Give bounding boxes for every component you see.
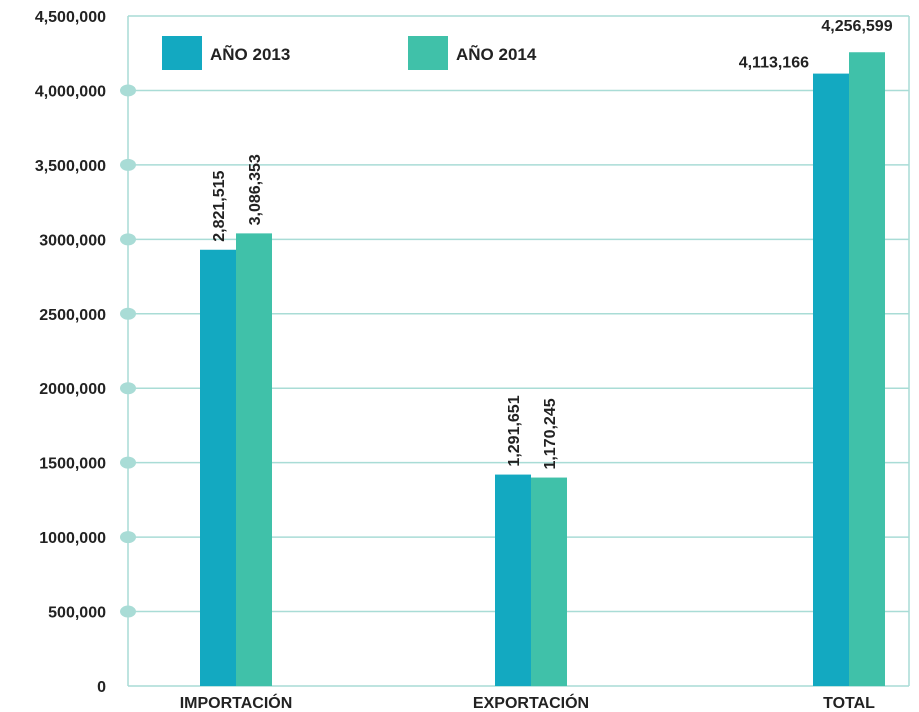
data-labels: 2,821,515 3,086,353 1,291,651 1,170,245 4,11… [211, 18, 893, 469]
x-category-label: TOTAL [823, 695, 875, 712]
data-label: 4,256,599 [821, 18, 892, 35]
y-tick-label: 3000,000 [39, 232, 106, 249]
data-label: 1,291,651 [506, 395, 523, 466]
y-tick-dot [120, 605, 136, 618]
y-tick-label: 0 [97, 679, 106, 696]
y-axis-ticks: 0 500,000 1000,000 1500,000 2000,000 2500,000… [35, 9, 136, 696]
y-tick-label: 1500,000 [39, 456, 106, 473]
legend-label: AÑO 2014 [456, 44, 537, 64]
data-label: 2,821,515 [211, 170, 228, 241]
x-axis-categories: IMPORTACIÓN EXPORTACIÓN TOTAL [180, 693, 875, 712]
y-tick-dot [120, 158, 136, 171]
bar-2014-0 [236, 233, 272, 686]
y-tick-label: 1000,000 [39, 530, 106, 547]
bar-2014-1 [531, 477, 567, 686]
bar-2013-1 [495, 474, 531, 686]
y-tick-label: 2500,000 [39, 307, 106, 324]
y-tick-label: 4,500,000 [35, 9, 106, 26]
data-label: 3,086,353 [247, 154, 264, 225]
y-tick-dot [120, 84, 136, 97]
data-label: 1,170,245 [542, 398, 559, 469]
legend-label: AÑO 2013 [210, 44, 290, 64]
y-tick-dot [120, 456, 136, 469]
y-tick-label: 3,500,000 [35, 158, 106, 175]
legend-swatch [162, 36, 202, 70]
x-category-label: IMPORTACIÓN [180, 693, 293, 712]
x-category-label: EXPORTACIÓN [473, 693, 589, 712]
data-label: 4,113,166 [739, 55, 809, 72]
bars [200, 52, 885, 687]
y-tick-dot [120, 233, 136, 246]
bar-2013-0 [200, 249, 236, 686]
y-tick-label: 4,000,000 [35, 83, 106, 100]
y-tick-label: 500,000 [48, 605, 106, 622]
legend: AÑO 2013 AÑO 2014 [162, 36, 537, 70]
bar-2013-2 [813, 73, 849, 687]
y-tick-label: 2000,000 [39, 381, 106, 398]
y-tick-dot [120, 382, 136, 395]
y-tick-dot [120, 307, 136, 320]
bar-2014-2 [849, 52, 885, 687]
y-tick-dot [120, 531, 136, 544]
legend-swatch [408, 36, 448, 70]
